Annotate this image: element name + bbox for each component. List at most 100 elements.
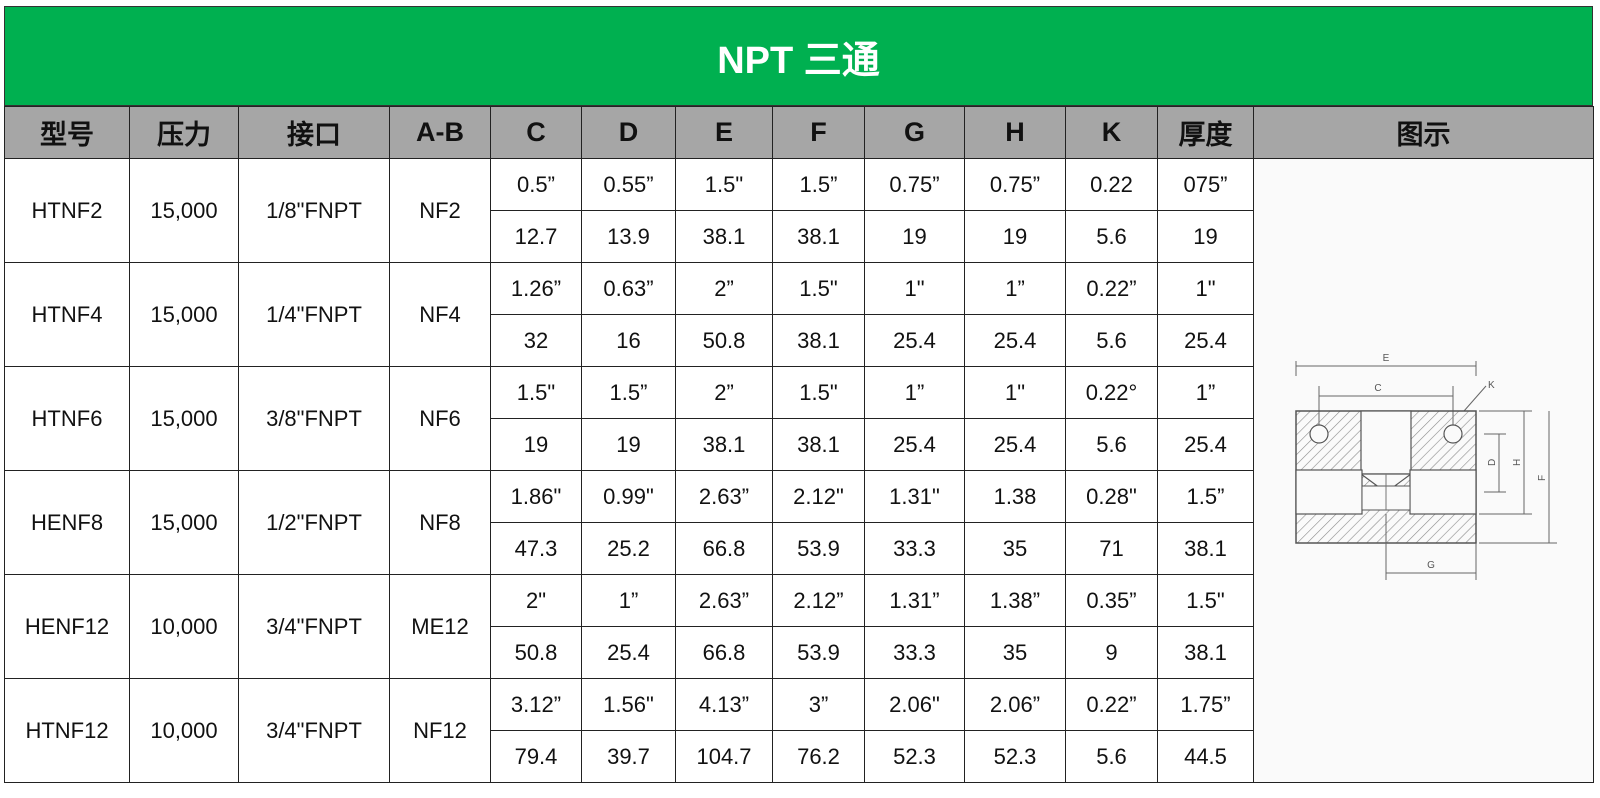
mm-value-h: 19 (964, 210, 1066, 263)
header-ab: A-B (389, 106, 491, 159)
inch-value-d: 0.99" (581, 470, 676, 523)
mm-value-c: 32 (490, 314, 582, 367)
header-e: E (675, 106, 773, 159)
header-pressure: 压力 (129, 106, 239, 159)
diagram-label-h: H (1512, 458, 1523, 465)
model-cell: HTNF4 (4, 262, 130, 367)
inch-value-e: 2” (675, 366, 773, 419)
model-cell: HTNF2 (4, 158, 130, 263)
mm-value-thickness: 25.4 (1157, 418, 1254, 471)
inch-value-h: 1.38” (964, 574, 1066, 627)
model-cell: HENF12 (4, 574, 130, 679)
mm-value-g: 25.4 (864, 418, 965, 471)
inch-value-d: 1.5” (581, 366, 676, 419)
table-row: HTNF12 10,000 3/4"FNPT NF12 3.12” 1.56" … (4, 678, 1594, 783)
mm-value-e: 104.7 (675, 730, 773, 783)
inch-value-c: 3.12” (490, 678, 582, 731)
mm-value-f: 53.9 (772, 626, 865, 679)
inch-value-c: 1.5" (490, 366, 582, 419)
inch-value-thickness: 1.5” (1157, 470, 1254, 523)
inch-value-f: 1.5” (772, 158, 865, 211)
inch-value-d: 0.55” (581, 158, 676, 211)
inch-value-k: 0.28" (1065, 470, 1158, 523)
mm-value-d: 16 (581, 314, 676, 367)
ab-cell: NF8 (389, 470, 491, 575)
mm-value-g: 19 (864, 210, 965, 263)
mm-value-g: 33.3 (864, 522, 965, 575)
mm-value-k: 5.6 (1065, 418, 1158, 471)
mm-value-e: 66.8 (675, 626, 773, 679)
diagram-label-e: E (1382, 353, 1389, 364)
mm-value-thickness: 38.1 (1157, 522, 1254, 575)
inch-value-g: 1.31” (864, 574, 965, 627)
table-row: HENF8 15,000 1/2"FNPT NF8 1.86" 0.99" 2.… (4, 470, 1594, 575)
inch-value-f: 1.5" (772, 262, 865, 315)
mm-value-k: 5.6 (1065, 314, 1158, 367)
mm-value-c: 12.7 (490, 210, 582, 263)
mm-value-e: 50.8 (675, 314, 773, 367)
mm-value-k: 71 (1065, 522, 1158, 575)
mm-value-g: 25.4 (864, 314, 965, 367)
mm-value-f: 38.1 (772, 418, 865, 471)
inch-value-g: 2.06" (864, 678, 965, 731)
inch-value-f: 3” (772, 678, 865, 731)
inch-value-k: 0.35” (1065, 574, 1158, 627)
header-h: H (964, 106, 1066, 159)
mm-value-h: 25.4 (964, 314, 1066, 367)
mm-value-d: 25.4 (581, 626, 676, 679)
port-cell: 3/4"FNPT (238, 574, 390, 679)
mm-value-h: 25.4 (964, 418, 1066, 471)
inch-value-k: 0.22 (1065, 158, 1158, 211)
npt-tee-drawing-icon: E C K (1294, 353, 1557, 580)
mm-value-thickness: 25.4 (1157, 314, 1254, 367)
inch-value-e: 2.63” (675, 574, 773, 627)
inch-value-k: 0.22” (1065, 678, 1158, 731)
inch-value-thickness: 1” (1157, 366, 1254, 419)
inch-value-e: 2” (675, 262, 773, 315)
inch-value-d: 0.63” (581, 262, 676, 315)
inch-value-k: 0.22° (1065, 366, 1158, 419)
mm-value-h: 35 (964, 522, 1066, 575)
header-row: 型号 压力 接口 A-B C D E F G H K 厚度 图示 (4, 106, 1594, 159)
table-row: HTNF2 15,000 1/8"FNPT NF2 0.5” 0.55” 1.5… (4, 158, 1594, 783)
port-cell: 3/8"FNPT (238, 366, 390, 471)
inch-value-thickness: 1.75” (1157, 678, 1254, 731)
mm-value-f: 76.2 (772, 730, 865, 783)
mm-value-c: 19 (490, 418, 582, 471)
header-model: 型号 (4, 106, 130, 159)
mm-value-d: 25.2 (581, 522, 676, 575)
inch-value-d: 1.56" (581, 678, 676, 731)
mm-value-c: 79.4 (490, 730, 582, 783)
inch-value-h: 1.38 (964, 470, 1066, 523)
header-c: C (490, 106, 582, 159)
mm-value-thickness: 38.1 (1157, 626, 1254, 679)
header-diagram: 图示 (1253, 106, 1594, 159)
mm-value-h: 52.3 (964, 730, 1066, 783)
mm-value-thickness: 44.5 (1157, 730, 1254, 783)
table-row: HTNF4 15,000 1/4"FNPT NF4 1.26” 0.63” 2”… (4, 262, 1594, 367)
pressure-cell: 15,000 (129, 470, 239, 575)
header-port: 接口 (238, 106, 390, 159)
inch-value-g: 1" (864, 262, 965, 315)
mm-value-e: 38.1 (675, 210, 773, 263)
port-cell: 1/4"FNPT (238, 262, 390, 367)
pressure-cell: 15,000 (129, 366, 239, 471)
inch-value-g: 1.31" (864, 470, 965, 523)
inch-value-h: 2.06” (964, 678, 1066, 731)
mm-value-k: 5.6 (1065, 730, 1158, 783)
spec-table: 型号 压力 接口 A-B C D E F G H K 厚度 图示 HTNF2 1… (4, 106, 1594, 783)
diagram-label-c: C (1374, 383, 1381, 394)
table-row: 79.4 39.7 104.7 76.2 52.3 52.3 5.6 44.5 (5, 730, 1594, 783)
table-row: 12.7 13.9 38.1 38.1 19 19 5.6 19 (5, 210, 1594, 263)
mm-value-d: 19 (581, 418, 676, 471)
inch-value-c: 1.26” (490, 262, 582, 315)
inch-value-h: 0.75” (964, 158, 1066, 211)
ab-cell: NF2 (389, 158, 491, 263)
header-d: D (581, 106, 676, 159)
mm-value-e: 66.8 (675, 522, 773, 575)
diagram-label-d: D (1487, 458, 1498, 465)
mm-value-f: 38.1 (772, 314, 865, 367)
port-cell: 1/2"FNPT (238, 470, 390, 575)
mm-value-c: 47.3 (490, 522, 582, 575)
port-cell: 3/4"FNPT (238, 678, 390, 783)
